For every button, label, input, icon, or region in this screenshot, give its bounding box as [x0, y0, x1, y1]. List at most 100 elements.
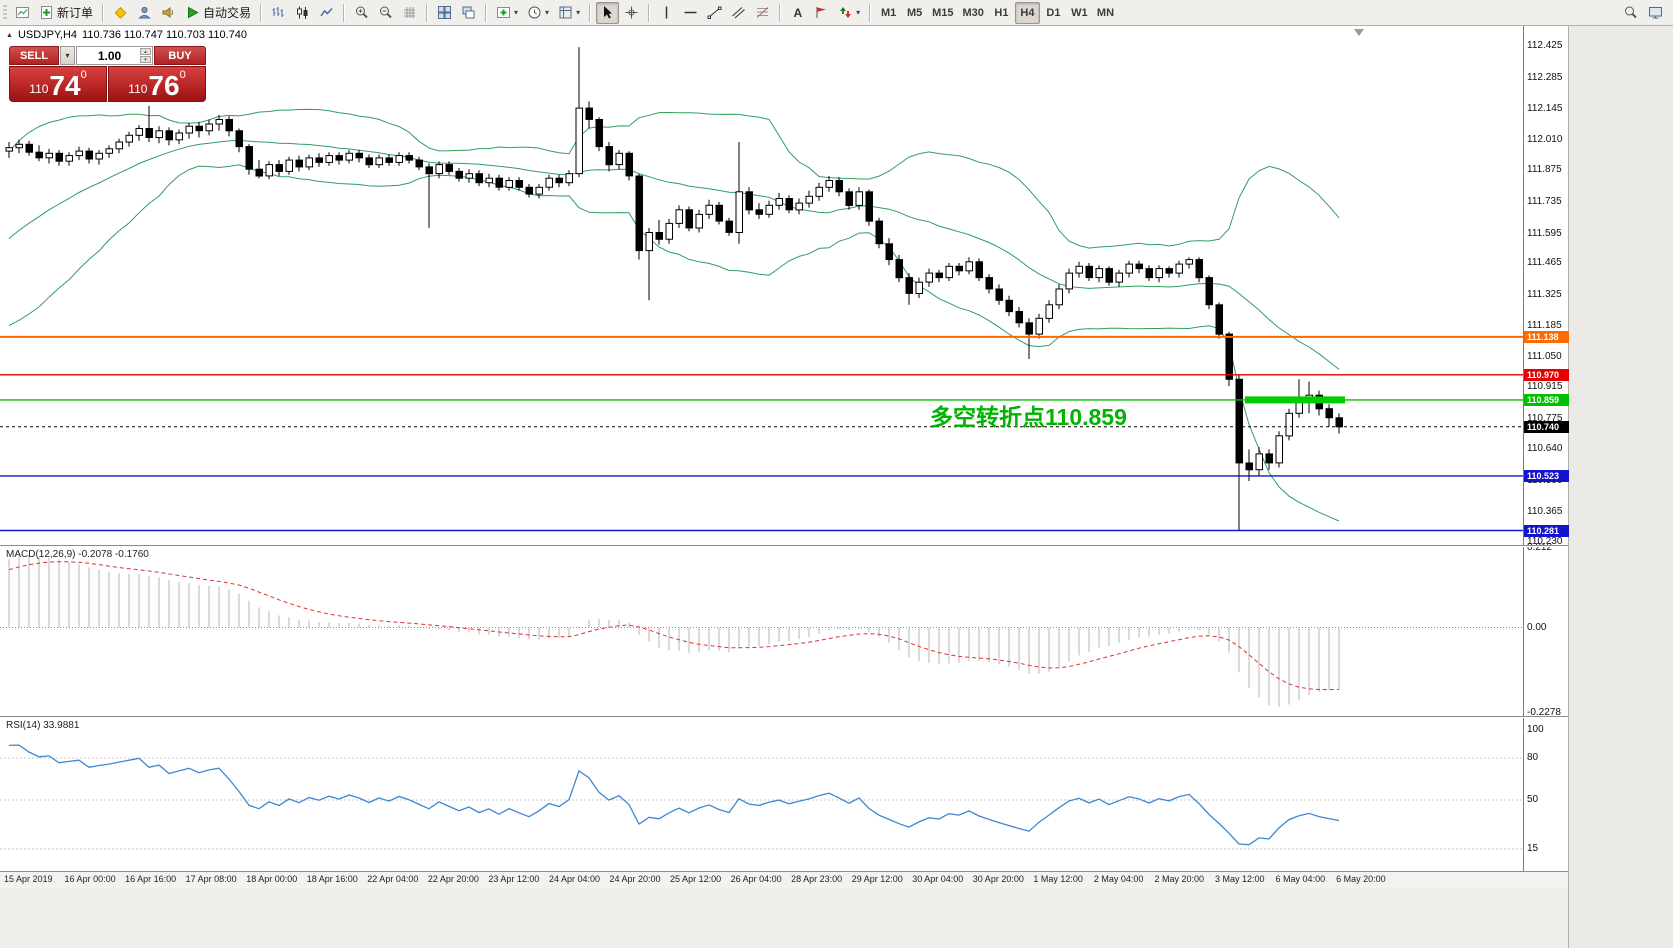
time-tick-label: 29 Apr 12:00: [851, 874, 903, 884]
search-button[interactable]: [1619, 2, 1642, 24]
buy-button[interactable]: BUY: [154, 46, 206, 65]
chevron-down-icon: ▾: [856, 8, 861, 17]
rsi-pane[interactable]: [0, 717, 1523, 871]
arrows-button[interactable]: ▾: [834, 2, 864, 24]
macd-pane-separator[interactable]: [0, 545, 1568, 546]
time-tick-label: 2 May 20:00: [1154, 874, 1204, 884]
notifications-button[interactable]: [157, 2, 180, 24]
sell-button[interactable]: SELL: [9, 46, 59, 65]
autotrading-button[interactable]: 自动交易: [181, 2, 255, 24]
time-tick-label: 3 May 12:00: [1215, 874, 1265, 884]
macd-tick: 0.00: [1527, 621, 1547, 633]
indicators-button[interactable]: ▾: [492, 2, 522, 24]
templates-button[interactable]: ▾: [554, 2, 584, 24]
tile-windows-button[interactable]: [433, 2, 456, 24]
trendline-button[interactable]: [703, 2, 726, 24]
macd-pane[interactable]: [0, 546, 1523, 716]
price-tick: 111.325: [1527, 288, 1562, 300]
toolbar-separator: [648, 3, 651, 22]
time-tick-label: 25 Apr 12:00: [670, 874, 722, 884]
search-icon: [1625, 6, 1637, 19]
rsi-tick: 15: [1527, 843, 1539, 854]
macd-tick: -0.2278: [1527, 707, 1561, 718]
zoom-in-button[interactable]: [350, 2, 373, 24]
macd-signal-line: [8, 561, 1340, 691]
crosshair-button[interactable]: [620, 2, 643, 24]
main-chart[interactable]: [0, 26, 1523, 545]
timeframe-m15[interactable]: M15: [928, 2, 957, 24]
horizontal-line-button[interactable]: [679, 2, 702, 24]
timeframe-d1[interactable]: D1: [1041, 2, 1066, 24]
volume-increase-button[interactable]: ▴: [140, 48, 151, 55]
label-button[interactable]: [810, 2, 833, 24]
indicators-icon: [497, 7, 511, 18]
turning-point-highlight[interactable]: [1245, 396, 1345, 404]
autotrading-button-label: 自动交易: [203, 6, 252, 20]
buy-price[interactable]: 110 76 0: [108, 66, 206, 102]
text-icon: A: [794, 6, 803, 20]
timeframe-m5[interactable]: M5: [902, 2, 927, 24]
symbol-header: ▲ USDJPY,H4 110.736 110.747 110.703 110.…: [6, 29, 247, 41]
chart-shift-marker[interactable]: [1354, 29, 1364, 36]
cursor-icon: [604, 6, 613, 19]
volume-input[interactable]: [77, 47, 152, 65]
line-chart-button[interactable]: [315, 2, 338, 24]
periods-button[interactable]: ▾: [523, 2, 553, 24]
metaeditor-button[interactable]: [109, 2, 132, 24]
layout-button[interactable]: [1644, 2, 1667, 24]
price-tick: 112.285: [1527, 71, 1563, 83]
macd-indicator-label: MACD(12,26,9) -0.2078 -0.1760: [6, 549, 149, 560]
timeframe-m1[interactable]: M1: [876, 2, 901, 24]
time-axis[interactable]: 15 Apr 2019 16 Apr 00:00 16 Apr 16:00 17 Ap…: [0, 871, 1568, 888]
price-tick: 111.050: [1527, 350, 1562, 362]
time-tick-label: 17 Apr 08:00: [185, 874, 237, 884]
cascade-windows-button[interactable]: [457, 2, 480, 24]
toolbar-right-buttons: [1619, 2, 1667, 24]
bars-icon: [272, 7, 284, 17]
chart-annotation[interactable]: 多空转折点110.859: [930, 404, 1127, 430]
candlestick-chart-button[interactable]: [291, 2, 314, 24]
time-tick-label: 26 Apr 04:00: [730, 874, 782, 884]
cursor-button[interactable]: [596, 1, 620, 24]
price-tick: 111.735: [1527, 195, 1562, 207]
channel-button[interactable]: [727, 2, 750, 24]
price-badge-110.740: 110.740: [1524, 420, 1569, 433]
timeframe-m30[interactable]: M30: [959, 2, 988, 24]
price-tick: 110.640: [1527, 443, 1563, 455]
timeframe-h1[interactable]: H1: [989, 2, 1014, 24]
timeframe-h4[interactable]: H4: [1014, 1, 1040, 24]
rsi-indicator-label: RSI(14) 33.9881: [6, 720, 80, 731]
arrows-icon: [840, 7, 852, 18]
timeframe-w1[interactable]: W1: [1067, 2, 1092, 24]
rsi-pane-separator[interactable]: [0, 716, 1568, 717]
new-order-button[interactable]: 新订单: [35, 2, 97, 24]
time-tick-label: 28 Apr 23:00: [791, 874, 843, 884]
collapse-trade-panel-icon[interactable]: ▲: [6, 31, 13, 39]
bollinger-lower-band: [8, 164, 1340, 522]
order-type-dropdown[interactable]: ▾: [60, 46, 75, 65]
fibonacci-button[interactable]: [751, 2, 774, 24]
tile-windows-icon: [438, 6, 452, 19]
volume-box: ▴ ▾: [76, 46, 153, 65]
toolbar-gripper[interactable]: [3, 4, 7, 21]
chevron-down-icon: ▾: [545, 8, 550, 17]
text-button[interactable]: A: [786, 2, 809, 24]
volume-decrease-button[interactable]: ▾: [140, 56, 151, 63]
bar-chart-button[interactable]: [267, 2, 290, 24]
vline-icon: [665, 6, 668, 19]
profile-icon: [138, 6, 151, 19]
price-axis[interactable]: 112.425 112.285 112.145 112.010 111.875 111.7…: [1523, 26, 1569, 871]
toolbar-separator: [102, 3, 105, 22]
sell-price[interactable]: 110 74 0: [9, 66, 107, 102]
timeframe-mn[interactable]: MN: [1093, 2, 1118, 24]
vertical-line-button[interactable]: [655, 2, 678, 24]
time-tick-label: 18 Apr 00:00: [246, 874, 298, 884]
new-chart-button[interactable]: [11, 2, 34, 24]
grid-button[interactable]: [398, 2, 421, 24]
time-tick-label: 22 Apr 04:00: [367, 874, 419, 884]
rsi-tick: 100: [1527, 724, 1544, 735]
time-tick-label: 16 Apr 16:00: [125, 874, 177, 884]
zoom-out-button[interactable]: [374, 2, 397, 24]
profile-button[interactable]: [133, 2, 156, 24]
